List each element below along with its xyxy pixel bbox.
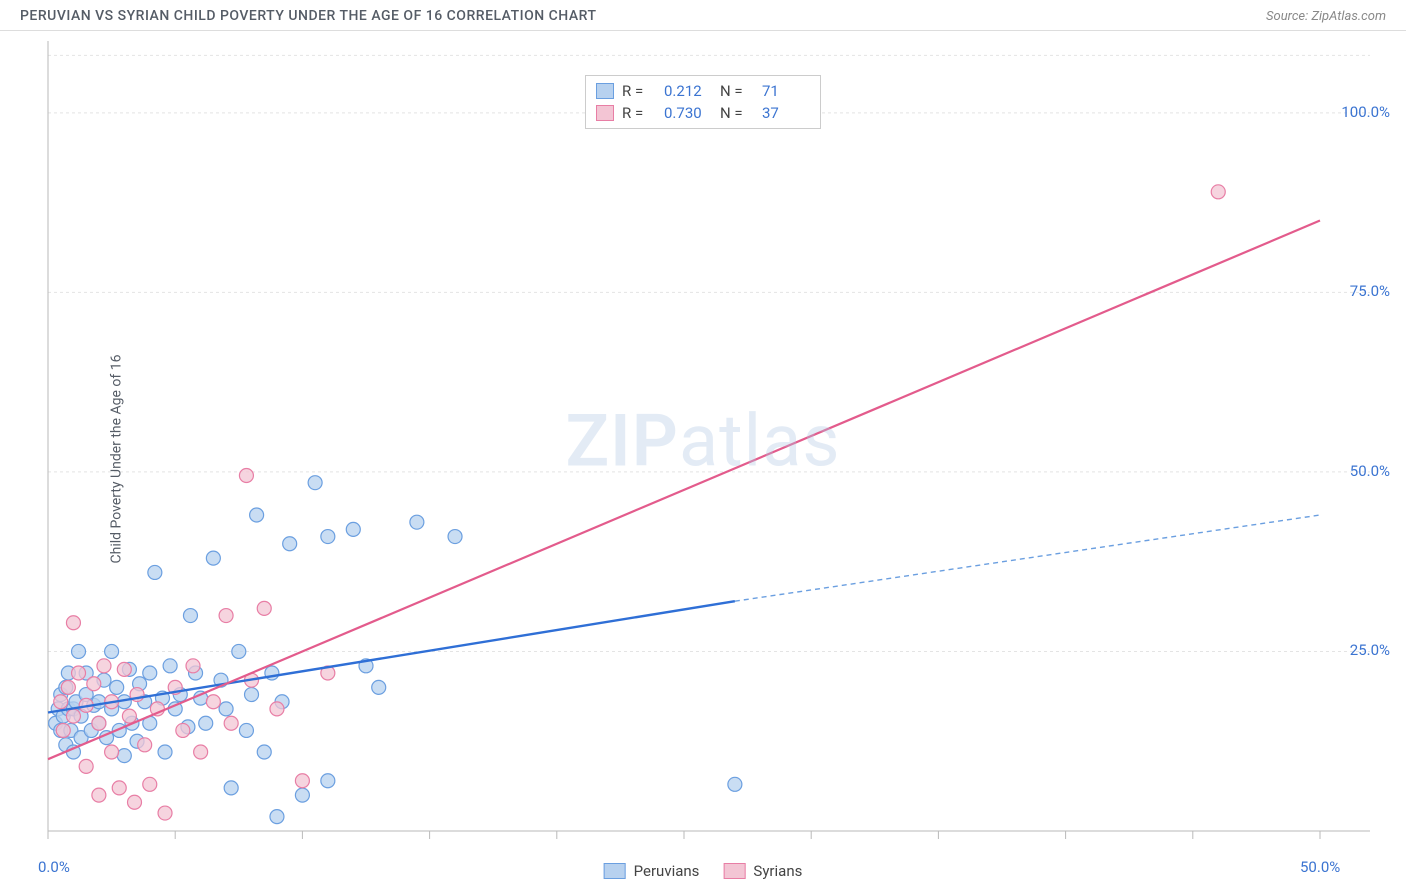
legend-swatch-peruvians [604,863,626,879]
legend-swatch-syrians [723,863,745,879]
correlation-legend: R = 0.212 N = 71 R = 0.730 N = 37 [585,75,821,129]
n-label: N = [720,80,754,102]
r-value-syrians: 0.730 [664,102,712,124]
r-label: R = [622,102,656,124]
source-name: ZipAtlas.com [1311,9,1386,24]
legend-swatch-peruvians [596,83,614,99]
chart-area: Child Poverty Under the Age of 16 ZIPatl… [0,31,1406,886]
legend-row-peruvians: R = 0.212 N = 71 [596,80,810,102]
n-value-syrians: 37 [762,102,810,124]
y-tick-label-50: 50.0% [1350,462,1390,480]
y-axis-title: Child Poverty Under the Age of 16 [109,354,125,563]
x-tick-label-0: 0.0% [38,858,70,876]
legend-item-syrians: Syrians [723,862,802,880]
legend-item-peruvians: Peruvians [604,862,700,880]
series-legend: Peruvians Syrians [604,862,803,880]
y-tick-label-100: 100.0% [1341,103,1390,121]
r-label: R = [622,80,656,102]
legend-label-peruvians: Peruvians [634,862,700,880]
legend-swatch-syrians [596,105,614,121]
n-value-peruvians: 71 [762,80,810,102]
y-tick-label-25: 25.0% [1350,641,1390,659]
n-label: N = [720,102,754,124]
source-label: Source: [1266,9,1311,24]
y-tick-label-75: 75.0% [1350,282,1390,300]
legend-label-syrians: Syrians [753,862,802,880]
legend-row-syrians: R = 0.730 N = 37 [596,102,810,124]
chart-svg [0,31,1406,886]
chart-title: PERUVIAN VS SYRIAN CHILD POVERTY UNDER T… [20,8,597,24]
x-tick-label-50: 50.0% [1300,858,1340,876]
header-bar: PERUVIAN VS SYRIAN CHILD POVERTY UNDER T… [0,0,1406,31]
source-attribution: Source: ZipAtlas.com [1266,9,1386,24]
r-value-peruvians: 0.212 [664,80,712,102]
